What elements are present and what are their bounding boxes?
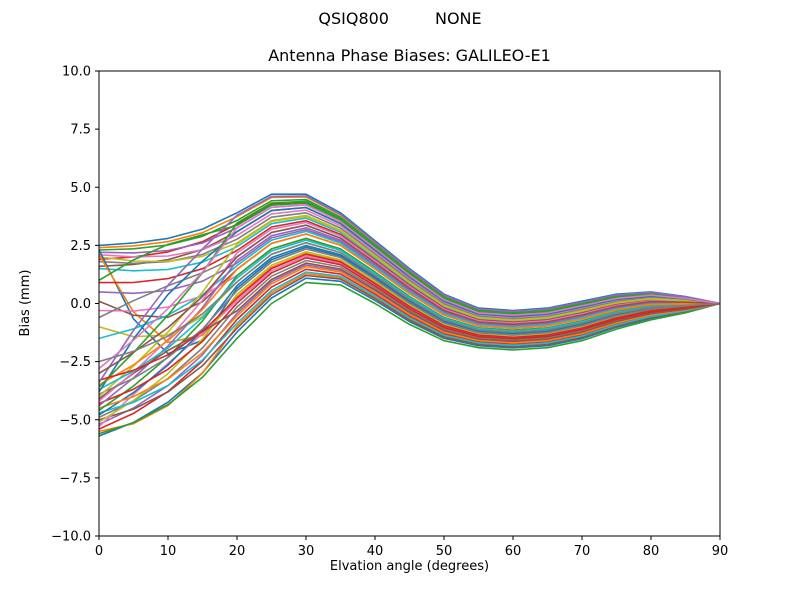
series-line <box>99 253 720 381</box>
y-tick-label: 5.0 <box>70 181 91 196</box>
x-tick-label: 50 <box>436 544 453 559</box>
x-tick-label: 80 <box>643 544 660 559</box>
x-tick-label: 10 <box>160 544 177 559</box>
y-tick-label: −5.0 <box>59 413 91 428</box>
series-line <box>99 204 720 370</box>
y-tick-label: 10.0 <box>62 65 91 80</box>
series-line <box>99 268 720 430</box>
x-tick-label: 70 <box>574 544 591 559</box>
series-line <box>99 221 720 402</box>
y-tick-label: 2.5 <box>70 239 91 254</box>
x-axis-label: Elvation angle (degrees) <box>329 559 490 574</box>
series-lines <box>99 193 720 437</box>
series-line <box>99 195 720 383</box>
series-line <box>99 242 720 363</box>
series-line <box>99 274 720 421</box>
series-line <box>99 265 720 409</box>
series-line <box>99 271 720 414</box>
series-line <box>99 227 720 407</box>
x-tick-label: 90 <box>712 544 729 559</box>
figure-suptitle: QSIQ800 NONE <box>0 9 800 28</box>
series-line <box>99 239 720 391</box>
y-tick-label: −2.5 <box>59 355 91 370</box>
y-axis-label: Bias (mm) <box>18 269 33 337</box>
series-line <box>99 259 720 419</box>
series-line <box>99 230 720 340</box>
suptitle-mode: NONE <box>434 9 482 28</box>
y-tick-label: 7.5 <box>70 123 91 138</box>
chart-title: Antenna Phase Biases: GALILEO-E1 <box>268 46 551 65</box>
series-line <box>99 256 720 405</box>
series-line <box>99 212 720 320</box>
x-tick-label: 40 <box>367 544 384 559</box>
x-tick-label: 60 <box>505 544 522 559</box>
series-line <box>99 206 720 393</box>
series-line <box>99 224 720 374</box>
x-tick-label: 30 <box>298 544 315 559</box>
series-line <box>99 250 720 423</box>
series-line <box>99 215 720 398</box>
y-tick-label: −10.0 <box>51 530 91 545</box>
y-tick-label: 0.0 <box>70 297 91 312</box>
x-tick-label: 20 <box>229 544 246 559</box>
y-tick-label: −7.5 <box>59 471 91 486</box>
series-line <box>99 281 720 435</box>
x-tick-label: 0 <box>95 544 103 559</box>
series-line <box>99 248 720 395</box>
series-line <box>99 233 720 386</box>
suptitle-station: QSIQ800 <box>318 9 389 28</box>
series-line <box>99 244 720 416</box>
